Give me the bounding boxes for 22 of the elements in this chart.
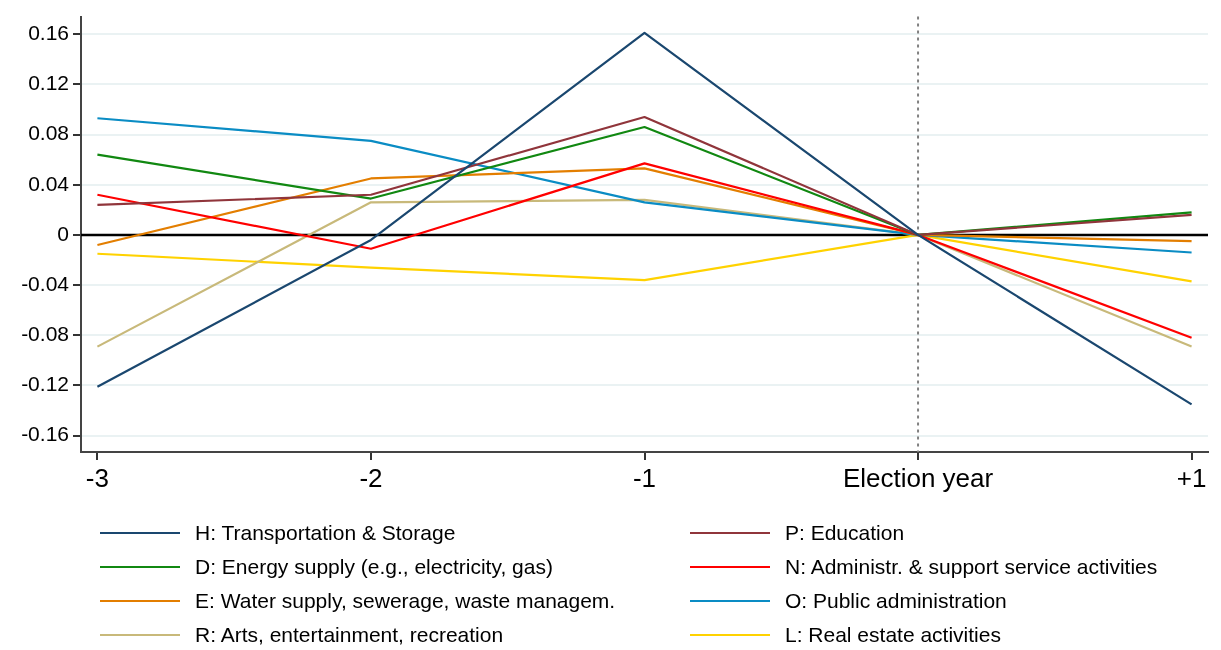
- y-tick-label: 0.16: [28, 20, 69, 44]
- x-tick-label: -2: [359, 462, 383, 493]
- y-tick-label: 0.08: [28, 121, 69, 145]
- legend-label: N: Administr. & support service activities: [785, 555, 1158, 579]
- y-tick-label: -0.16: [21, 422, 69, 446]
- y-tick-label: -0.08: [21, 322, 69, 346]
- legend-label: P: Education: [785, 521, 905, 545]
- x-tick-label: Election year: [842, 462, 994, 493]
- y-tick-label: -0.12: [21, 372, 69, 396]
- legend-label: O: Public administration: [785, 589, 1007, 613]
- y-tick-label: 0.12: [28, 71, 69, 95]
- x-tick-label: -3: [85, 462, 109, 493]
- y-tick-label: -0.04: [21, 271, 70, 295]
- legend-label: L: Real estate activities: [785, 623, 1001, 647]
- y-tick-label: 0: [57, 221, 69, 245]
- legend-label: H: Transportation & Storage: [195, 521, 456, 545]
- legend-label: E: Water supply, sewerage, waste managem.: [195, 589, 616, 613]
- legend-label: D: Energy supply (e.g., electricity, gas): [195, 555, 553, 579]
- y-tick-label: 0.04: [28, 171, 70, 195]
- legend-label: R: Arts, entertainment, recreation: [195, 623, 504, 647]
- x-tick-label: -1: [632, 462, 657, 493]
- x-tick-label: +1: [1176, 462, 1207, 493]
